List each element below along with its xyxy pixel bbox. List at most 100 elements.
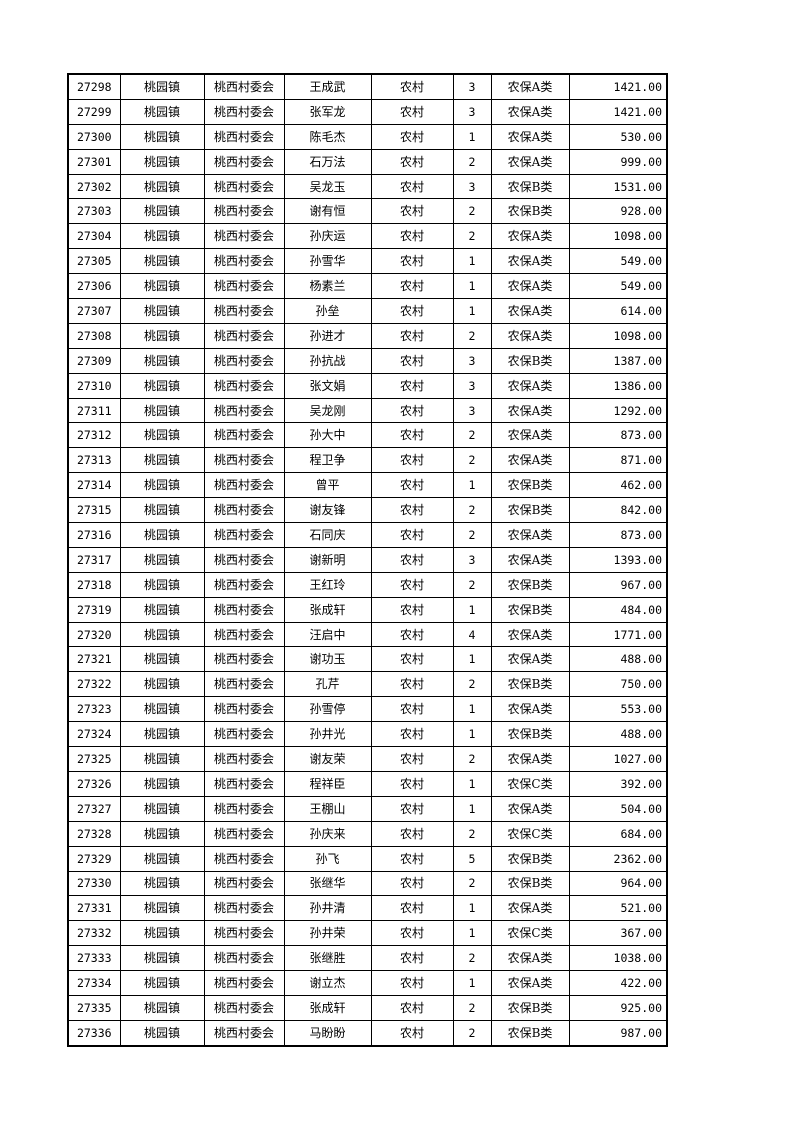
village-committee-cell: 桃西村委会 xyxy=(203,671,285,698)
township-cell: 桃园镇 xyxy=(119,945,205,972)
household-size-cell: 3 xyxy=(452,98,492,125)
table-row: 27329 桃园镇 桃西村委会 孙飞 农村 5 农保B类 2362.00 xyxy=(67,845,668,872)
household-size-cell: 1 xyxy=(452,248,492,275)
township-cell: 桃园镇 xyxy=(119,422,205,449)
amount-cell: 1292.00 xyxy=(568,397,668,424)
person-name-cell: 王棚山 xyxy=(283,795,372,822)
record-id-cell: 27305 xyxy=(67,248,121,275)
table-row: 27303 桃园镇 桃西村委会 谢有恒 农村 2 农保B类 928.00 xyxy=(67,198,668,225)
insurance-category-cell: 农保A类 xyxy=(490,696,570,723)
village-committee-cell: 桃西村委会 xyxy=(203,422,285,449)
table-row: 27304 桃园镇 桃西村委会 孙庆运 农村 2 农保A类 1098.00 xyxy=(67,223,668,250)
household-size-cell: 3 xyxy=(452,173,492,200)
person-name-cell: 张军龙 xyxy=(283,98,372,125)
table-row: 27334 桃园镇 桃西村委会 谢立杰 农村 1 农保A类 422.00 xyxy=(67,970,668,996)
person-name-cell: 汪启中 xyxy=(283,621,372,648)
record-id-cell: 27333 xyxy=(67,945,121,972)
household-size-cell: 2 xyxy=(452,820,492,847)
amount-cell: 1771.00 xyxy=(568,621,668,648)
record-id-cell: 27325 xyxy=(67,746,121,772)
village-committee-cell: 桃西村委会 xyxy=(203,273,285,300)
township-cell: 桃园镇 xyxy=(119,173,205,200)
area-type-cell: 农村 xyxy=(370,472,454,499)
insurance-category-cell: 农保A类 xyxy=(490,795,570,822)
person-name-cell: 杨素兰 xyxy=(283,273,372,300)
village-committee-cell: 桃西村委会 xyxy=(203,646,285,673)
household-size-cell: 2 xyxy=(452,1019,492,1047)
insurance-category-cell: 农保A类 xyxy=(490,522,570,548)
amount-cell: 928.00 xyxy=(568,198,668,225)
township-cell: 桃园镇 xyxy=(119,397,205,424)
table-row: 27336 桃园镇 桃西村委会 马盼盼 农村 2 农保B类 987.00 xyxy=(67,1019,668,1047)
village-committee-cell: 桃西村委会 xyxy=(203,1019,285,1047)
amount-cell: 549.00 xyxy=(568,273,668,300)
insurance-category-cell: 农保C类 xyxy=(490,770,570,797)
table-row: 27312 桃园镇 桃西村委会 孙大中 农村 2 农保A类 873.00 xyxy=(67,422,668,449)
insurance-category-cell: 农保A类 xyxy=(490,621,570,648)
area-type-cell: 农村 xyxy=(370,248,454,275)
insurance-category-cell: 农保A类 xyxy=(490,646,570,673)
village-committee-cell: 桃西村委会 xyxy=(203,298,285,324)
township-cell: 桃园镇 xyxy=(119,98,205,125)
record-id-cell: 27307 xyxy=(67,298,121,324)
record-id-cell: 27298 xyxy=(67,73,121,100)
village-committee-cell: 桃西村委会 xyxy=(203,970,285,996)
table-row: 27298 桃园镇 桃西村委会 王成武 农村 3 农保A类 1421.00 xyxy=(67,73,668,100)
area-type-cell: 农村 xyxy=(370,970,454,996)
household-size-cell: 2 xyxy=(452,746,492,772)
insurance-category-cell: 农保B类 xyxy=(490,347,570,374)
record-id-cell: 27317 xyxy=(67,546,121,573)
village-committee-cell: 桃西村委会 xyxy=(203,920,285,947)
table-row: 27320 桃园镇 桃西村委会 汪启中 农村 4 农保A类 1771.00 xyxy=(67,621,668,648)
person-name-cell: 孙井光 xyxy=(283,721,372,748)
record-id-cell: 27326 xyxy=(67,770,121,797)
person-name-cell: 孙井清 xyxy=(283,895,372,922)
village-committee-cell: 桃西村委会 xyxy=(203,621,285,648)
township-cell: 桃园镇 xyxy=(119,845,205,872)
village-committee-cell: 桃西村委会 xyxy=(203,522,285,548)
village-committee-cell: 桃西村委会 xyxy=(203,372,285,399)
area-type-cell: 农村 xyxy=(370,422,454,449)
township-cell: 桃园镇 xyxy=(119,746,205,772)
insurance-category-cell: 农保B类 xyxy=(490,870,570,897)
household-size-cell: 3 xyxy=(452,73,492,100)
household-size-cell: 1 xyxy=(452,123,492,150)
area-type-cell: 农村 xyxy=(370,845,454,872)
area-type-cell: 农村 xyxy=(370,98,454,125)
village-committee-cell: 桃西村委会 xyxy=(203,770,285,797)
area-type-cell: 农村 xyxy=(370,770,454,797)
household-size-cell: 1 xyxy=(452,970,492,996)
person-name-cell: 张继华 xyxy=(283,870,372,897)
record-id-cell: 27327 xyxy=(67,795,121,822)
amount-cell: 530.00 xyxy=(568,123,668,150)
insurance-category-cell: 农保A类 xyxy=(490,98,570,125)
household-size-cell: 3 xyxy=(452,347,492,374)
person-name-cell: 吴龙刚 xyxy=(283,397,372,424)
insurance-category-cell: 农保B类 xyxy=(490,472,570,499)
insurance-category-cell: 农保B类 xyxy=(490,1019,570,1047)
township-cell: 桃园镇 xyxy=(119,621,205,648)
table-row: 27325 桃园镇 桃西村委会 谢友荣 农村 2 农保A类 1027.00 xyxy=(67,746,668,772)
insurance-category-cell: 农保A类 xyxy=(490,273,570,300)
person-name-cell: 吴龙玉 xyxy=(283,173,372,200)
amount-cell: 873.00 xyxy=(568,522,668,548)
amount-cell: 925.00 xyxy=(568,994,668,1021)
person-name-cell: 张继胜 xyxy=(283,945,372,972)
record-id-cell: 27301 xyxy=(67,148,121,175)
township-cell: 桃园镇 xyxy=(119,372,205,399)
amount-cell: 1393.00 xyxy=(568,546,668,573)
person-name-cell: 孔芹 xyxy=(283,671,372,698)
record-id-cell: 27330 xyxy=(67,870,121,897)
household-size-cell: 2 xyxy=(452,322,492,349)
table-row: 27319 桃园镇 桃西村委会 张成轩 农村 1 农保B类 484.00 xyxy=(67,596,668,623)
area-type-cell: 农村 xyxy=(370,322,454,349)
amount-cell: 392.00 xyxy=(568,770,668,797)
person-name-cell: 谢友荣 xyxy=(283,746,372,772)
record-id-cell: 27312 xyxy=(67,422,121,449)
amount-cell: 462.00 xyxy=(568,472,668,499)
township-cell: 桃园镇 xyxy=(119,497,205,524)
area-type-cell: 农村 xyxy=(370,447,454,474)
household-size-cell: 2 xyxy=(452,870,492,897)
amount-cell: 964.00 xyxy=(568,870,668,897)
area-type-cell: 农村 xyxy=(370,397,454,424)
